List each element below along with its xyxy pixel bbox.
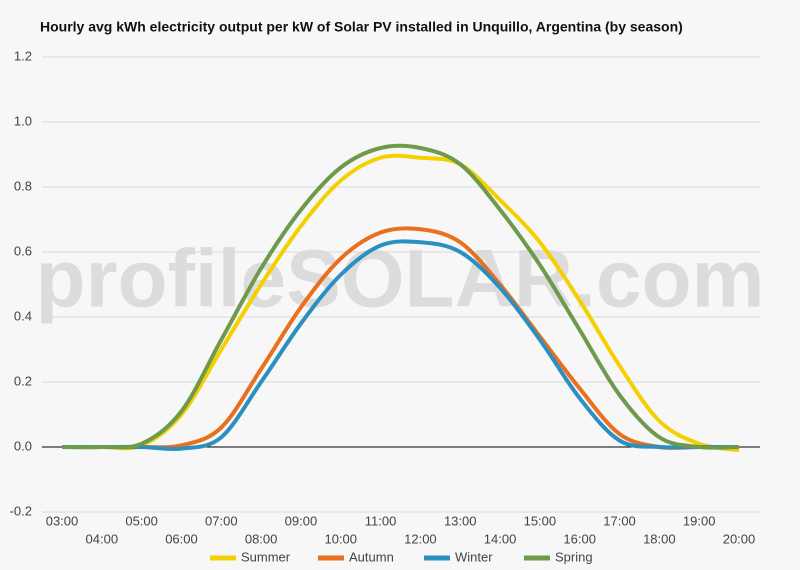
x-tick-label: 17:00 xyxy=(603,513,636,528)
y-tick-label: 0.8 xyxy=(14,178,32,193)
x-tick-label: 13:00 xyxy=(444,513,477,528)
y-tick-label: 0.0 xyxy=(14,438,32,453)
legend-label: Spring xyxy=(555,549,593,564)
watermark: profileSOLAR.com xyxy=(36,234,765,325)
x-tick-label: 07:00 xyxy=(205,513,238,528)
chart-title: Hourly avg kWh electricity output per kW… xyxy=(40,19,683,35)
y-tick-label: 1.2 xyxy=(14,48,32,63)
y-tick-label: 0.6 xyxy=(14,243,32,258)
y-tick-label: 0.4 xyxy=(14,308,32,323)
y-tick-label: 1.0 xyxy=(14,113,32,128)
x-tick-label: 05:00 xyxy=(125,513,158,528)
y-tick-label: -0.2 xyxy=(10,503,32,518)
x-tick-label: 16:00 xyxy=(563,531,596,546)
legend-label: Winter xyxy=(455,549,493,564)
x-tick-label: 19:00 xyxy=(683,513,716,528)
x-tick-label: 09:00 xyxy=(285,513,318,528)
legend-label: Summer xyxy=(241,549,291,564)
x-tick-label: 06:00 xyxy=(165,531,198,546)
series-line xyxy=(61,153,740,453)
series-line xyxy=(61,143,740,450)
series-line xyxy=(62,239,739,452)
series-line xyxy=(62,226,739,450)
x-tick-label: 20:00 xyxy=(723,531,756,546)
x-tick-label: 11:00 xyxy=(365,513,397,528)
x-tick-label: 15:00 xyxy=(524,513,557,528)
x-tick-label: 03:00 xyxy=(46,513,79,528)
x-tick-label: 08:00 xyxy=(245,531,278,546)
x-tick-label: 12:00 xyxy=(404,531,437,546)
legend-label: Autumn xyxy=(349,549,394,564)
x-tick-label: 18:00 xyxy=(643,531,676,546)
x-tick-label: 04:00 xyxy=(86,531,119,546)
y-tick-label: 0.2 xyxy=(14,373,32,388)
x-tick-label: 14:00 xyxy=(484,531,517,546)
x-tick-label: 10:00 xyxy=(324,531,357,546)
